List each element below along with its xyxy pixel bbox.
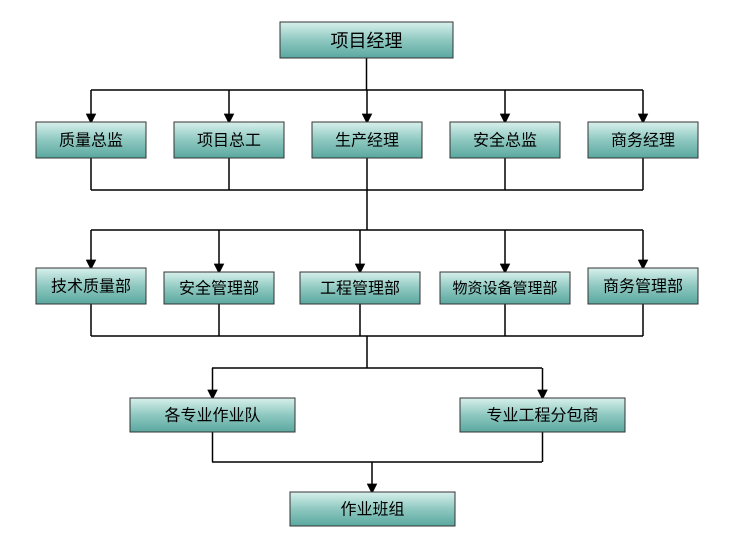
node-r1d: 安全总监 (450, 122, 560, 158)
node-label: 专业工程分包商 (486, 407, 598, 425)
node-r2a: 技术质量部 (36, 268, 146, 304)
node-label: 各专业作业队 (164, 407, 260, 425)
node-r3b: 专业工程分包商 (460, 398, 625, 432)
node-label: 项目总工 (197, 132, 261, 150)
node-label: 质量总监 (59, 132, 123, 150)
node-label: 商务管理部 (603, 278, 683, 296)
node-r4: 作业班组 (290, 492, 455, 526)
node-r2c: 工程管理部 (300, 272, 420, 304)
node-root: 项目经理 (280, 22, 453, 58)
node-label: 商务经理 (611, 132, 675, 150)
node-label: 项目经理 (331, 31, 403, 51)
node-label: 生产经理 (335, 132, 399, 150)
node-label: 安全管理部 (179, 280, 259, 298)
node-label: 技术质量部 (51, 278, 131, 296)
node-r3a: 各专业作业队 (130, 398, 295, 432)
node-label: 物资设备管理部 (452, 280, 557, 297)
node-label: 作业班组 (340, 501, 404, 519)
node-r2e: 商务管理部 (588, 268, 698, 304)
node-label: 安全总监 (473, 132, 537, 150)
org-chart: 项目经理质量总监 项目总工 生产经理 安全总监 商务经理技术质量部 安全管理部 工程管理部 物… (0, 0, 735, 551)
node-r1c: 生产经理 (312, 122, 422, 158)
node-r1b: 项目总工 (174, 122, 284, 158)
node-r2b: 安全管理部 (164, 272, 274, 304)
node-r2d: 物资设备管理部 (440, 272, 570, 304)
node-r1a: 质量总监 (36, 122, 146, 158)
node-label: 工程管理部 (320, 280, 400, 298)
node-r1e: 商务经理 (588, 122, 698, 158)
